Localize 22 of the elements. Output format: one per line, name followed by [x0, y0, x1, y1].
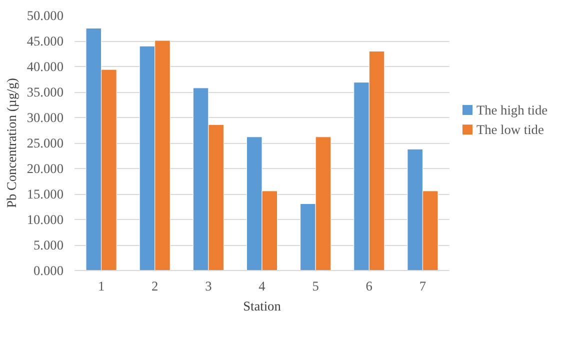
y-tick-label: 15.000: [26, 186, 64, 202]
y-tick-label: 5.000: [34, 238, 64, 252]
x-tick-label: 1: [98, 278, 105, 294]
x-tick-label: 6: [366, 278, 373, 294]
legend-label: The low tide: [476, 122, 544, 138]
y-axis-title: Pb Concentration (µg/g): [4, 78, 19, 208]
y-tick-label: 25.000: [26, 136, 64, 150]
x-tick-label: 2: [152, 278, 158, 294]
y-tick-label: 30.000: [26, 110, 64, 125]
y-tick-label: 10.000: [26, 212, 64, 227]
y-tick-label: 35.000: [26, 84, 64, 100]
x-axis-title: Station: [243, 298, 282, 314]
y-tick-label: 20.000: [26, 161, 64, 176]
legend-label: The high tide: [476, 102, 548, 118]
y-tick-label: 50.000: [26, 8, 64, 23]
x-tick-label: 5: [312, 278, 320, 294]
y-tick-label: 0.000: [34, 263, 64, 278]
y-tick-label: 40.000: [26, 59, 64, 74]
x-tick-label: 4: [258, 278, 266, 294]
y-tick-label: 45.000: [26, 34, 64, 48]
x-tick-label: 7: [419, 278, 426, 294]
x-tick-label: 3: [205, 278, 212, 294]
